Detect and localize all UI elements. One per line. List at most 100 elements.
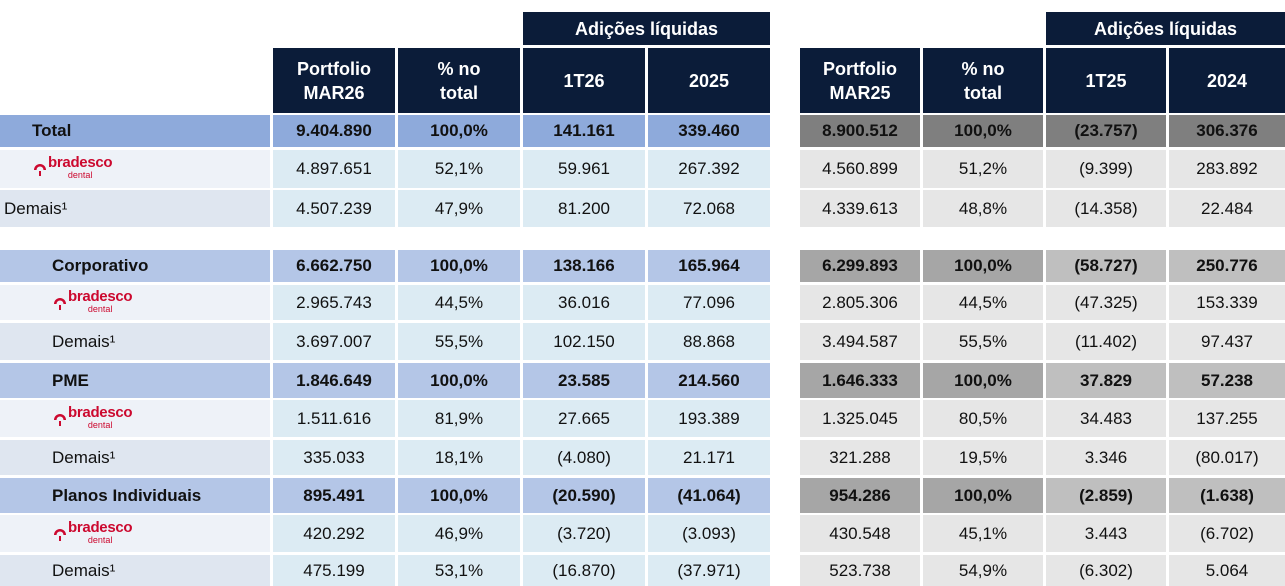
value-cell: (6.702) xyxy=(1169,515,1285,552)
value-cell: 6.299.893 xyxy=(800,250,920,282)
value-cell: 21.171 xyxy=(648,440,770,475)
header-line: 2024 xyxy=(1206,70,1248,91)
header-line: Portfolio xyxy=(823,58,897,79)
column-header: Portfolio MAR25 xyxy=(800,48,920,113)
value-cell: 36.016 xyxy=(523,285,645,320)
column-header: Portfolio MAR26 xyxy=(273,48,395,113)
value-cell: 52,1% xyxy=(398,150,520,188)
value-cell: 51,2% xyxy=(923,150,1043,188)
value-cell: 283.892 xyxy=(1169,150,1285,188)
value-cell: 102.150 xyxy=(523,323,645,360)
column-header: 2024 xyxy=(1169,48,1285,113)
logo-icon xyxy=(54,528,66,541)
value-cell: 138.166 xyxy=(523,250,645,282)
value-cell: 153.339 xyxy=(1169,285,1285,320)
group-header: Adições líquidas xyxy=(1046,12,1285,45)
value-cell: (14.358) xyxy=(1046,190,1166,227)
brand-logo: bradesco dental xyxy=(32,154,113,181)
value-cell: 6.662.750 xyxy=(273,250,395,282)
value-cell: (37.971) xyxy=(648,555,770,586)
value-cell: 1.511.616 xyxy=(273,400,395,437)
logo-sub: dental xyxy=(87,303,113,314)
brand-logo: bradesco dental xyxy=(52,405,133,431)
value-cell: 97.437 xyxy=(1169,323,1285,360)
column-header: 2025 xyxy=(648,48,770,113)
row-label: PME xyxy=(0,363,270,398)
row-label: Planos Individuais xyxy=(0,478,270,513)
value-cell: 53,1% xyxy=(398,555,520,586)
value-cell: 165.964 xyxy=(648,250,770,282)
row-label: Demais¹ xyxy=(0,190,270,227)
value-cell: 306.376 xyxy=(1169,115,1285,147)
row-label: Demais¹ xyxy=(0,440,270,475)
value-cell: 100,0% xyxy=(398,363,520,398)
value-cell: (3.720) xyxy=(523,515,645,552)
value-cell: 19,5% xyxy=(923,440,1043,475)
value-cell: 47,9% xyxy=(398,190,520,227)
value-cell: 2.805.306 xyxy=(800,285,920,320)
header-line: total xyxy=(440,82,478,103)
column-header: % no total xyxy=(923,48,1043,113)
value-cell: 321.288 xyxy=(800,440,920,475)
value-cell: (16.870) xyxy=(523,555,645,586)
header-line: % no xyxy=(961,58,1005,79)
value-cell: (80.017) xyxy=(1169,440,1285,475)
value-cell: 81.200 xyxy=(523,190,645,227)
row-label: bradesco dental xyxy=(0,515,270,552)
value-cell: (41.064) xyxy=(648,478,770,513)
value-cell: (47.325) xyxy=(1046,285,1166,320)
value-cell: 81,9% xyxy=(398,400,520,437)
value-cell: 44,5% xyxy=(923,285,1043,320)
value-cell: (6.302) xyxy=(1046,555,1166,586)
row-label: bradesco dental xyxy=(0,285,270,320)
value-cell: 45,1% xyxy=(923,515,1043,552)
value-cell: 954.286 xyxy=(800,478,920,513)
row-label: Corporativo xyxy=(0,250,270,282)
value-cell: 1.646.333 xyxy=(800,363,920,398)
value-cell: 55,5% xyxy=(923,323,1043,360)
header-line: 1T26 xyxy=(563,70,605,91)
value-cell: 5.064 xyxy=(1169,555,1285,586)
value-cell: (3.093) xyxy=(648,515,770,552)
value-cell: (1.638) xyxy=(1169,478,1285,513)
value-cell: 37.829 xyxy=(1046,363,1166,398)
value-cell: 77.096 xyxy=(648,285,770,320)
header-line: MAR26 xyxy=(303,82,365,103)
value-cell: 18,1% xyxy=(398,440,520,475)
value-cell: 59.961 xyxy=(523,150,645,188)
logo-icon xyxy=(54,413,66,426)
value-cell: 1.846.649 xyxy=(273,363,395,398)
value-cell: 54,9% xyxy=(923,555,1043,586)
row-label: bradesco dental xyxy=(0,400,270,437)
logo-name: bradesco xyxy=(48,154,113,171)
row-label: Demais¹ xyxy=(0,555,270,586)
logo-sub: dental xyxy=(87,419,113,430)
value-cell: 100,0% xyxy=(923,478,1043,513)
value-cell: 3.346 xyxy=(1046,440,1166,475)
value-cell: (58.727) xyxy=(1046,250,1166,282)
column-header: 1T26 xyxy=(523,48,645,113)
logo-sub: dental xyxy=(67,170,93,180)
value-cell: (2.859) xyxy=(1046,478,1166,513)
brand-logo: bradesco dental xyxy=(52,289,133,315)
value-cell: 34.483 xyxy=(1046,400,1166,437)
value-cell: (4.080) xyxy=(523,440,645,475)
header-line: total xyxy=(964,82,1002,103)
value-cell: 895.491 xyxy=(273,478,395,513)
row-label: Total xyxy=(0,115,270,147)
value-cell: 430.548 xyxy=(800,515,920,552)
value-cell: 100,0% xyxy=(398,250,520,282)
value-cell: 250.776 xyxy=(1169,250,1285,282)
value-cell: 88.868 xyxy=(648,323,770,360)
header-line: Portfolio xyxy=(297,58,371,79)
value-cell: 475.199 xyxy=(273,555,395,586)
value-cell: 2.965.743 xyxy=(273,285,395,320)
value-cell: 100,0% xyxy=(923,250,1043,282)
header-line: MAR25 xyxy=(829,82,891,103)
value-cell: (20.590) xyxy=(523,478,645,513)
row-label: bradesco dental xyxy=(0,150,270,188)
value-cell: 100,0% xyxy=(923,115,1043,147)
logo-icon xyxy=(54,297,66,310)
value-cell: (23.757) xyxy=(1046,115,1166,147)
logo-text: bradesco dental xyxy=(48,154,113,181)
